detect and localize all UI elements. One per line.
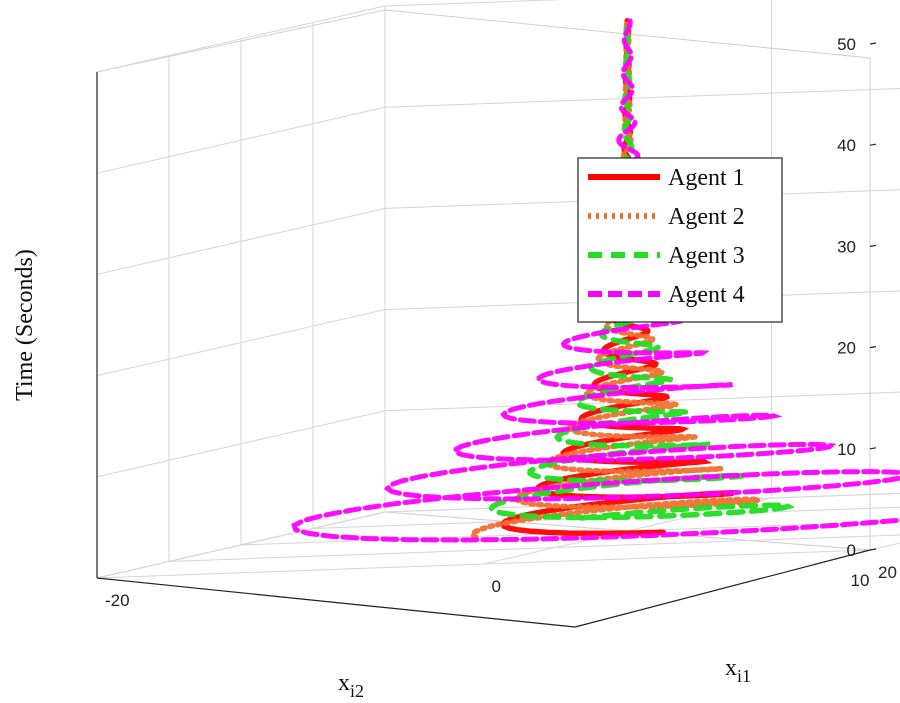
grid-line-z-right xyxy=(384,0,565,7)
z-tick-label: 40 xyxy=(837,136,856,155)
z-tick-mark xyxy=(869,143,877,146)
x-axis-title-sub: i1 xyxy=(737,666,751,686)
z-tick-label: 10 xyxy=(837,440,856,459)
x-axis-line xyxy=(574,549,871,628)
x-tick-label: 20 xyxy=(878,563,897,582)
x-axis-title-base: x xyxy=(725,655,737,681)
y-axis-title: xi2 xyxy=(338,670,364,701)
z-tick-mark xyxy=(869,548,877,551)
z-axis-title: Time (Seconds) xyxy=(12,249,38,401)
y-axis-title-base: x xyxy=(338,670,350,696)
x-axis-title: xi1 xyxy=(725,655,751,686)
z-tick-label: 30 xyxy=(837,237,856,256)
legend-label: Agent 1 xyxy=(668,165,745,191)
z-tick-label: 0 xyxy=(847,541,856,560)
legend-label: Agent 3 xyxy=(668,243,745,269)
x-tick-label: 0 xyxy=(492,577,501,596)
y-axis-line xyxy=(96,577,576,628)
z-tick-mark xyxy=(869,244,877,247)
y-tick-label: 10 xyxy=(851,571,870,590)
grid-line-x-floor xyxy=(96,511,386,579)
z-tick-label: 20 xyxy=(837,339,856,358)
x-tick-label: -20 xyxy=(105,591,130,610)
z-tick-mark xyxy=(869,447,877,450)
legend: Agent 1 Agent 2 Agent 3 Agent 4 xyxy=(577,157,783,323)
legend-label: Agent 4 xyxy=(668,282,745,308)
y-axis-title-sub: i2 xyxy=(350,681,364,701)
legend-label: Agent 2 xyxy=(668,204,745,230)
z-tick-label: 50 xyxy=(837,35,856,54)
z-tick-mark xyxy=(869,346,877,349)
z-tick-mark xyxy=(869,42,877,45)
